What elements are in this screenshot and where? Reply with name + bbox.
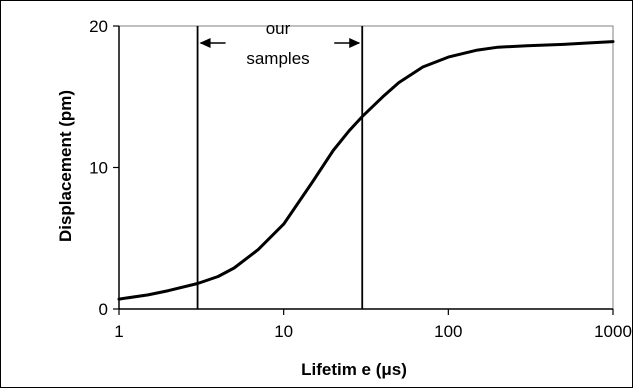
- left-arrow-head: [199, 38, 211, 48]
- x-tick-label: 100: [434, 322, 462, 341]
- x-tick-label: 1000: [594, 322, 632, 341]
- right-arrow-head: [349, 38, 361, 48]
- plot-area: [118, 25, 614, 310]
- y-tick-label: 20: [89, 17, 108, 36]
- y-axis-title: Displacement (pm): [56, 90, 75, 242]
- annotation-layer: our samples: [196, 19, 364, 309]
- x-tick-label: 1: [114, 322, 123, 341]
- y-tick-label: 10: [89, 159, 108, 178]
- series-layer: [117, 40, 615, 301]
- axis-layer: Lifetim e (μs) Displacement (pm) 1 10 100 1…: [56, 17, 632, 379]
- annotation-label-samples: samples: [246, 49, 309, 68]
- y-tick-label: 0: [99, 300, 108, 319]
- annotation-label-our: our: [266, 19, 291, 38]
- x-axis-title: Lifetim e (μs): [301, 360, 407, 379]
- plot-border: [118, 25, 614, 310]
- displacement-line: [117, 40, 615, 301]
- x-tick-label: 10: [274, 322, 293, 341]
